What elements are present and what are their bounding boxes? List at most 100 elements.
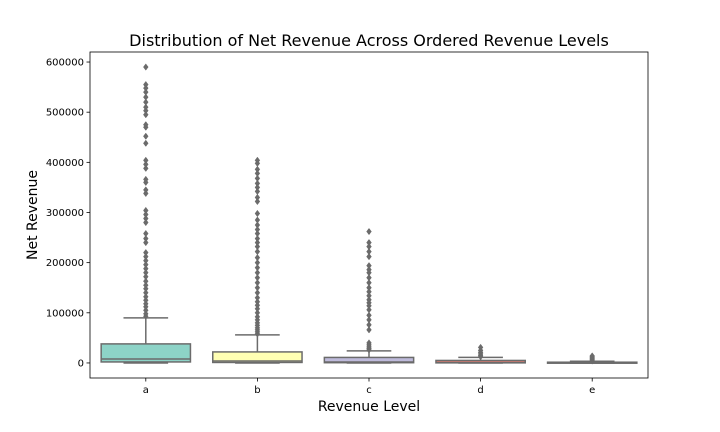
outlier-point: [477, 343, 484, 352]
outlier-point: [366, 306, 372, 314]
outlier-point: [143, 214, 149, 223]
outlier-point: [254, 242, 261, 251]
x-axis: a b c d e: [143, 378, 595, 396]
x-tick-label: c: [366, 385, 372, 396]
outlier-point: [366, 326, 372, 334]
outlier-point: [143, 253, 149, 261]
x-tick-label: d: [477, 385, 483, 396]
outlier-point: [254, 259, 261, 267]
outlier-point: [254, 193, 261, 202]
outlier-point: [143, 164, 149, 172]
chart-title: Distribution of Net Revenue Across Order…: [129, 31, 609, 50]
outlier-point: [254, 174, 261, 183]
outlier-point: [143, 229, 149, 238]
outlier-point: [254, 197, 261, 206]
outlier-point: [143, 111, 149, 119]
outlier-point: [366, 321, 372, 329]
outlier-point: [143, 93, 149, 101]
outlier-point: [143, 238, 149, 247]
outlier-point: [366, 296, 372, 304]
box-body: [100, 343, 192, 363]
outlier-point: [143, 281, 149, 289]
outlier-point: [254, 183, 261, 192]
outlier-point: [143, 63, 149, 71]
y-tick-label: 300000: [46, 208, 84, 219]
outlier-point: [254, 165, 261, 173]
outlier-point: [589, 352, 595, 360]
box-body: [323, 356, 415, 364]
outlier-point: [254, 269, 261, 277]
outlier-point: [143, 248, 149, 257]
y-axis: 0 100000 200000 300000 400000 500000 600000: [46, 58, 90, 369]
y-tick-label: 100000: [46, 308, 84, 319]
outlier-point: [366, 292, 372, 300]
outlier-point: [254, 284, 261, 292]
y-axis-label: Net Revenue: [25, 170, 41, 260]
outlier-point: [143, 269, 149, 277]
outlier-point: [254, 309, 261, 317]
outlier-point: [143, 175, 149, 184]
outlier-point: [254, 238, 261, 247]
outlier-point: [366, 284, 372, 292]
outlier-point: [254, 294, 261, 302]
outlier-point: [143, 210, 149, 219]
plot-content: [100, 63, 638, 365]
outlier-point: [254, 279, 261, 287]
y-tick-label: 400000: [46, 158, 84, 169]
outlier-point: [143, 156, 149, 164]
outlier-point: [366, 262, 372, 270]
y-tick-label: 500000: [46, 108, 84, 119]
y-tick-label: 0: [78, 358, 84, 369]
outlier-point: [254, 289, 261, 297]
outlier-point: [143, 257, 149, 265]
outlier-point: [143, 273, 149, 281]
outlier-point: [254, 187, 261, 196]
outlier-point: [143, 121, 149, 129]
outlier-point: [143, 160, 149, 168]
outlier-point: [254, 298, 261, 306]
outlier-point: [143, 261, 149, 269]
x-axis-label: Revenue Level: [318, 399, 420, 415]
box-e: [546, 352, 638, 365]
outlier-point: [366, 339, 372, 347]
outlier-point: [254, 264, 261, 272]
box-a: [100, 63, 192, 364]
y-tick-label: 200000: [46, 258, 84, 269]
outlier-point: [254, 216, 261, 224]
outlier-point: [143, 218, 149, 227]
outlier-point: [254, 221, 261, 229]
box-b: [212, 156, 303, 364]
outlier-point: [366, 253, 372, 261]
x-tick-label: a: [143, 385, 149, 396]
outlier-point: [143, 80, 149, 89]
outlier-point: [143, 88, 149, 96]
outlier-point: [366, 266, 372, 274]
outlier-point: [366, 311, 372, 319]
outlier-point: [254, 247, 261, 256]
outlier-point: [143, 277, 149, 285]
outlier-point: [143, 265, 149, 273]
outlier-point: [366, 242, 372, 251]
outlier-point: [254, 254, 261, 262]
outlier-point: [143, 98, 149, 106]
y-tick-label: 600000: [46, 58, 84, 69]
outlier-point: [143, 293, 149, 301]
outlier-point: [366, 316, 372, 324]
box-c: [323, 227, 415, 364]
outlier-point: [254, 274, 261, 282]
outlier-point: [143, 103, 149, 111]
outlier-point: [254, 234, 261, 243]
box-body: [212, 351, 303, 364]
outlier-point: [366, 288, 372, 296]
outlier-point: [366, 247, 372, 256]
outlier-point: [254, 229, 261, 238]
x-tick-label: b: [254, 385, 260, 396]
outlier-point: [143, 206, 149, 215]
outlier-point: [143, 234, 149, 243]
outlier-point: [143, 139, 149, 147]
outlier-point: [143, 132, 149, 140]
x-tick-label: e: [589, 385, 595, 396]
outlier-point: [366, 238, 372, 247]
outlier-point: [254, 179, 261, 188]
